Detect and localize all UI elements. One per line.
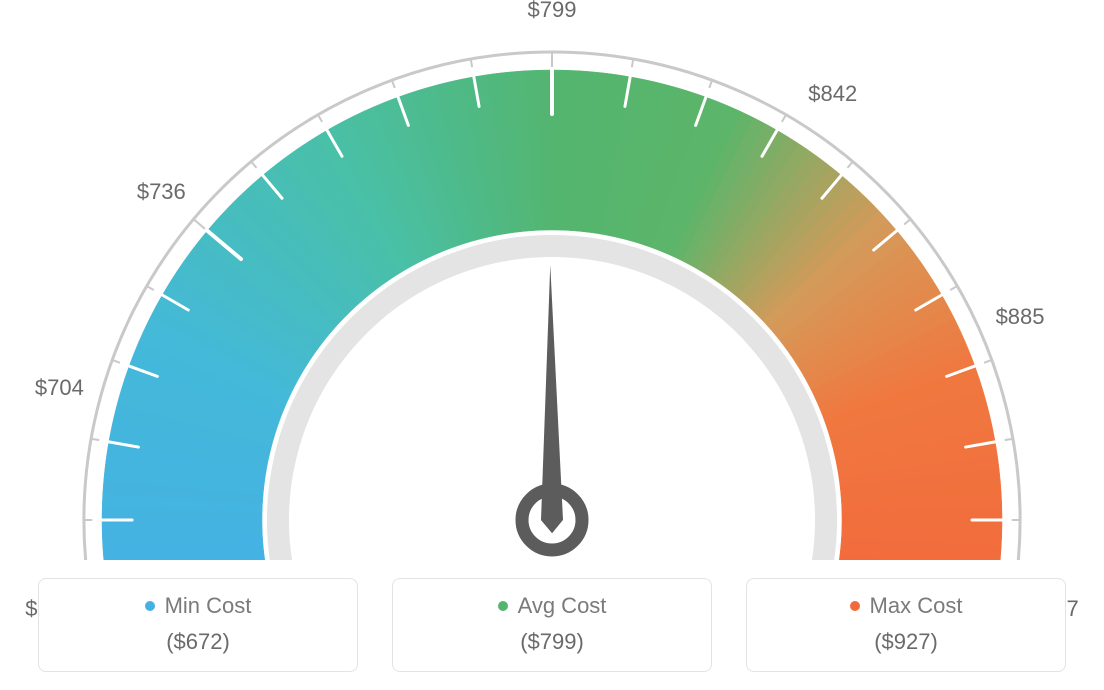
legend-label-avg: Avg Cost xyxy=(518,593,607,619)
scale-label: $799 xyxy=(528,0,577,23)
gauge-needle xyxy=(522,265,582,550)
legend-value-avg: ($799) xyxy=(393,629,711,655)
legend-row: Min Cost ($672) Avg Cost ($799) Max Cost… xyxy=(0,578,1104,672)
legend-dot-max xyxy=(850,601,860,611)
legend-value-min: ($672) xyxy=(39,629,357,655)
legend-card-avg: Avg Cost ($799) xyxy=(392,578,712,672)
legend-card-max: Max Cost ($927) xyxy=(746,578,1066,672)
legend-value-max: ($927) xyxy=(747,629,1065,655)
legend-title-min: Min Cost xyxy=(145,593,252,619)
gauge-svg xyxy=(0,0,1104,560)
legend-card-min: Min Cost ($672) xyxy=(38,578,358,672)
gauge-chart-container: $672$704$736$799$842$885$927 Min Cost ($… xyxy=(0,0,1104,690)
legend-title-max: Max Cost xyxy=(850,593,963,619)
gauge-area: $672$704$736$799$842$885$927 xyxy=(0,0,1104,560)
scale-label: $885 xyxy=(996,304,1045,330)
scale-label: $704 xyxy=(35,375,84,401)
legend-label-max: Max Cost xyxy=(870,593,963,619)
legend-dot-min xyxy=(145,601,155,611)
scale-label: $736 xyxy=(137,179,186,205)
legend-title-avg: Avg Cost xyxy=(498,593,607,619)
legend-dot-avg xyxy=(498,601,508,611)
scale-label: $842 xyxy=(808,81,857,107)
legend-label-min: Min Cost xyxy=(165,593,252,619)
